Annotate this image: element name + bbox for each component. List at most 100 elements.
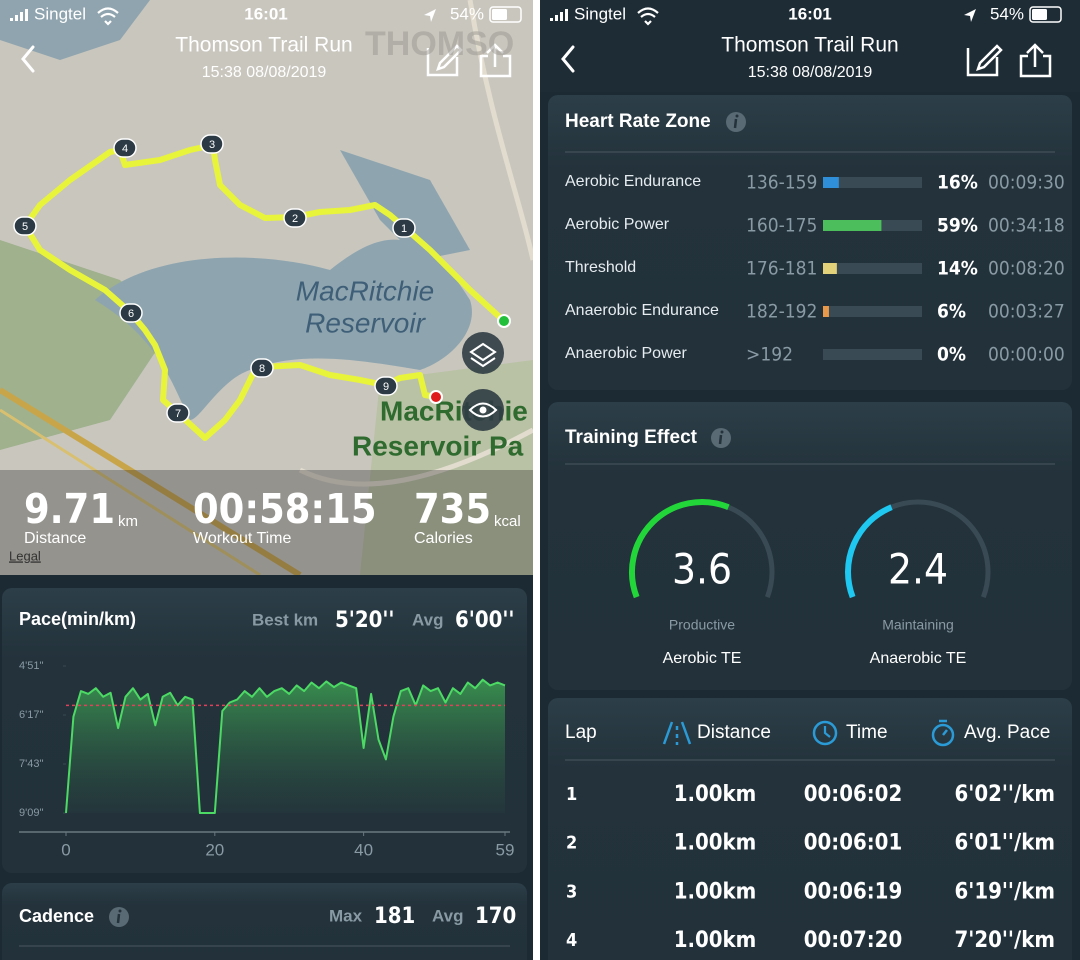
zone-name: Anaerobic Endurance [565, 302, 719, 319]
signal-bar [10, 18, 13, 21]
stat-value: 9.71 [24, 485, 115, 533]
map-label: Reservoir [305, 307, 426, 338]
carrier: Singtel [574, 4, 626, 23]
x-tick-label: 40 [354, 840, 373, 859]
road [467, 0, 533, 261]
zone-bar [823, 220, 882, 231]
y-tick-label: 9'09'' [19, 807, 44, 819]
km-marker-label: 9 [383, 381, 389, 393]
signal-bar [555, 15, 558, 21]
battery [1029, 6, 1062, 23]
avg-value: 6'00'' [455, 608, 515, 633]
gauge-arc [629, 499, 730, 599]
zone-name: Aerobic Endurance [565, 173, 701, 190]
card-title: Heart Rate Zone [565, 111, 711, 132]
lap-distance: 1.00km [674, 831, 757, 856]
zone-bar [823, 263, 837, 274]
clock: 16:01 [788, 4, 831, 23]
lap-header: Lap [565, 722, 597, 743]
hr-card [548, 95, 1072, 390]
battery-level: 54% [450, 4, 484, 23]
zone-range: 176-181 [746, 258, 817, 280]
km-marker [374, 376, 398, 396]
end-point [429, 390, 443, 404]
workout-date: 15:38 08/08/2019 [748, 64, 873, 81]
km-marker [119, 303, 143, 323]
stat-label: Workout Time [193, 530, 292, 547]
wifi-icon [637, 7, 659, 26]
map-label: THOMSO [365, 25, 514, 63]
signal-bar [550, 18, 553, 21]
share-button[interactable] [479, 43, 512, 78]
back-button[interactable] [561, 45, 575, 73]
layers-button[interactable] [462, 332, 504, 374]
zone-bar [823, 177, 839, 188]
signal-bar [25, 9, 28, 21]
card-title: Training Effect [565, 427, 698, 448]
km-marker-label: 6 [128, 308, 134, 320]
map[interactable] [0, 0, 533, 575]
km-marker [392, 218, 416, 238]
layers-icon [469, 342, 497, 368]
gauge-arc [845, 504, 893, 599]
km-marker [166, 403, 190, 423]
km-marker-label: 8 [259, 363, 265, 375]
info-dot [735, 114, 739, 118]
stat-unit: kcal [494, 513, 521, 530]
lap-time: 00:07:20 [804, 928, 902, 953]
x-tick-label: 0 [61, 840, 70, 859]
lap-distance: 1.00km [674, 782, 757, 807]
zone-time: 00:34:18 [988, 215, 1065, 237]
card-title: Cadence [19, 906, 94, 926]
workout-title: Thomson Trail Run [721, 34, 898, 57]
info-dot [720, 430, 724, 434]
location-icon [424, 9, 436, 22]
lap-distance: 1.00km [674, 928, 757, 953]
avg-label: Avg [412, 610, 444, 629]
lap-distance: 1.00km [674, 879, 757, 904]
best-value: 5'20'' [335, 608, 395, 633]
signal-bar [560, 12, 563, 21]
edit-button[interactable] [426, 44, 463, 77]
eye-icon [468, 402, 498, 418]
lap-number: 2 [566, 833, 577, 854]
gauge-label: Anaerobic TE [870, 650, 967, 667]
avg-label: Avg [432, 906, 464, 925]
stat-value: 00:58:15 [193, 485, 377, 533]
zone-track [823, 177, 922, 188]
x-tick-label: 59 [496, 840, 515, 859]
zone-time: 00:08:20 [988, 258, 1065, 280]
lap-number: 3 [566, 881, 577, 902]
right-header [540, 0, 1080, 92]
pace-area [66, 679, 505, 813]
zone-percent: 14% [937, 258, 978, 280]
wifi-icon [97, 7, 119, 26]
km-marker-label: 7 [175, 408, 181, 420]
km-marker [200, 134, 224, 154]
signal-bar [15, 15, 18, 21]
zone-track [823, 349, 922, 360]
gauge-status: Maintaining [882, 617, 954, 633]
laps-card [548, 698, 1072, 960]
gauge-value: 3.6 [672, 545, 732, 594]
share-button[interactable] [1019, 43, 1052, 78]
signal-bar [20, 12, 23, 21]
workout-date: 15:38 08/08/2019 [202, 64, 327, 81]
gauge-status: Productive [669, 617, 735, 633]
road [0, 408, 261, 575]
km-marker-label: 3 [209, 139, 215, 151]
map-label: MacRitchie [380, 395, 528, 426]
lap-pace: 7'20''/km [954, 928, 1055, 953]
carrier: Singtel [34, 4, 86, 23]
lap-header: Distance [697, 722, 771, 743]
te-card [548, 402, 1072, 690]
road [0, 387, 302, 575]
zone-time: 00:03:27 [988, 301, 1065, 323]
edit-button[interactable] [966, 44, 1003, 77]
zone-bar [823, 306, 829, 317]
map-label: Legal [9, 548, 41, 563]
zone-percent: 59% [937, 215, 978, 237]
back-button[interactable] [21, 45, 35, 73]
